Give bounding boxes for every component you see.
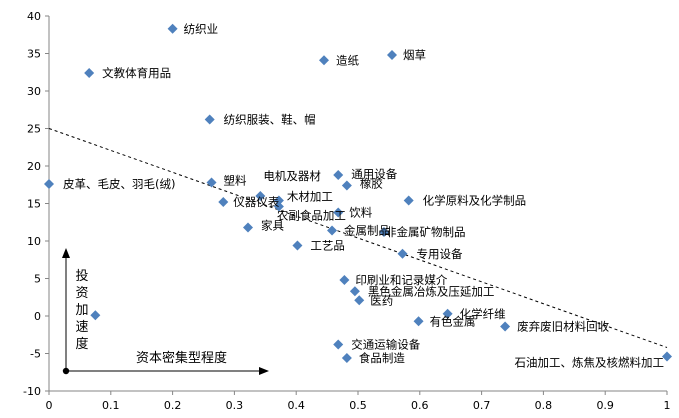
point-label: 交通运输设备 (351, 338, 420, 352)
data-point (386, 50, 397, 60)
data-point (442, 308, 453, 319)
data-point (44, 179, 54, 189)
point-label: 木材加工 (287, 190, 333, 204)
point-label: 仪器仪表 (233, 195, 279, 209)
y-arrow-head (62, 248, 70, 258)
point-label: 橡胶 (360, 177, 383, 191)
data-point (354, 295, 365, 306)
point-label: 化学纤维 (460, 307, 506, 321)
data-point (397, 248, 408, 259)
data-point (403, 195, 414, 206)
x-tick-label: 0.3 (226, 399, 244, 412)
point-label: 饮料 (349, 206, 372, 220)
point-label: 非金属矿物制品 (385, 225, 466, 239)
point-label: 通用设备 (351, 167, 397, 181)
data-point (206, 177, 217, 188)
point-label: 造纸 (336, 53, 359, 67)
data-point (333, 170, 344, 180)
y-tick-label: 15 (27, 198, 41, 211)
data-point (292, 240, 303, 251)
x-tick-label: 0.4 (287, 399, 305, 412)
data-point (413, 316, 424, 327)
x-tick-label: 0.5 (349, 399, 367, 412)
trendline-group (48, 128, 668, 348)
data-point (204, 114, 215, 125)
data-point (273, 201, 284, 212)
x-tick-label: 0.1 (102, 399, 120, 412)
data-point (500, 321, 511, 332)
point-label: 废弃废旧材料回收 (517, 320, 609, 334)
data-point (242, 222, 253, 233)
point-label: 工艺品 (310, 239, 345, 253)
point-label: 皮革、毛皮、羽毛(绒) (63, 177, 175, 191)
point-label: 化学原料及化学制品 (423, 194, 527, 208)
trendline (48, 128, 668, 348)
data-points (44, 23, 672, 363)
x-tick-label: 0.2 (164, 399, 182, 412)
point-label: 金属制品 (344, 224, 390, 238)
point-label: 有色金属 (430, 314, 476, 328)
data-point (255, 191, 266, 201)
y-tick-label: 25 (27, 123, 41, 136)
y-tick-label: 0 (34, 310, 41, 323)
data-point (327, 225, 338, 236)
data-point (341, 353, 352, 363)
axes: 40 35 30 25 20 15 10 5 0 -5 -10 0 0.1 0.2 0.3 0.4 0.5 0.6… (23, 10, 670, 412)
point-label: 医药 (370, 293, 393, 307)
data-point (273, 195, 284, 206)
x-tick-label: 0.9 (596, 399, 614, 412)
x-tick-label: 0.8 (535, 399, 553, 412)
annotation-arrows: 投资加速度 资本密集型程度 (62, 248, 269, 375)
point-label: 塑料 (224, 174, 247, 188)
data-point (349, 286, 360, 297)
point-label: 纺织业 (184, 22, 219, 36)
data-point (662, 351, 672, 362)
arrow-origin-dot (62, 367, 70, 375)
point-label: 文教体育用品 (102, 66, 171, 80)
x-tick-label: 1 (664, 399, 671, 412)
data-point (333, 339, 344, 350)
y-tick-label: 20 (27, 160, 41, 173)
x-tick-label: 0.7 (473, 399, 491, 412)
data-point (90, 310, 101, 321)
y-tick-label: -5 (30, 348, 41, 361)
point-label: 家具 (261, 219, 284, 233)
point-label: 烟草 (403, 48, 426, 62)
data-point (333, 207, 344, 218)
y-tick-label: 30 (27, 85, 41, 98)
point-label: 电机及器材 (263, 169, 321, 183)
point-label: 农副食品加工 (277, 209, 346, 223)
x-arrow-head (259, 367, 269, 375)
y-tick-label: -10 (23, 385, 41, 398)
data-point (84, 68, 95, 78)
data-point (339, 275, 350, 285)
x-tick-label: 0 (46, 399, 53, 412)
data-point (341, 180, 352, 191)
x-arrow-label: 资本密集型程度 (136, 350, 227, 366)
point-label: 石油加工、炼焦及核燃料加工 (515, 356, 665, 370)
y-tick-label: 5 (34, 273, 41, 286)
x-tick-label: 0.6 (411, 399, 429, 412)
point-label: 纺织服装、鞋、帽 (224, 113, 316, 127)
data-point (378, 227, 389, 237)
y-tick-label: 10 (27, 235, 41, 248)
point-label: 专用设备 (416, 247, 462, 261)
y-arrow-label: 投资加速度 (75, 268, 88, 352)
data-point (319, 55, 330, 66)
y-tick-label: 35 (27, 48, 41, 61)
point-label: 印刷业和记录媒介 (355, 273, 447, 287)
data-point (218, 197, 229, 207)
data-point (167, 23, 178, 34)
point-label: 黑色金属冶炼及压延加工 (368, 284, 495, 298)
y-tick-label: 40 (27, 10, 41, 23)
point-label: 食品制造 (359, 351, 405, 365)
